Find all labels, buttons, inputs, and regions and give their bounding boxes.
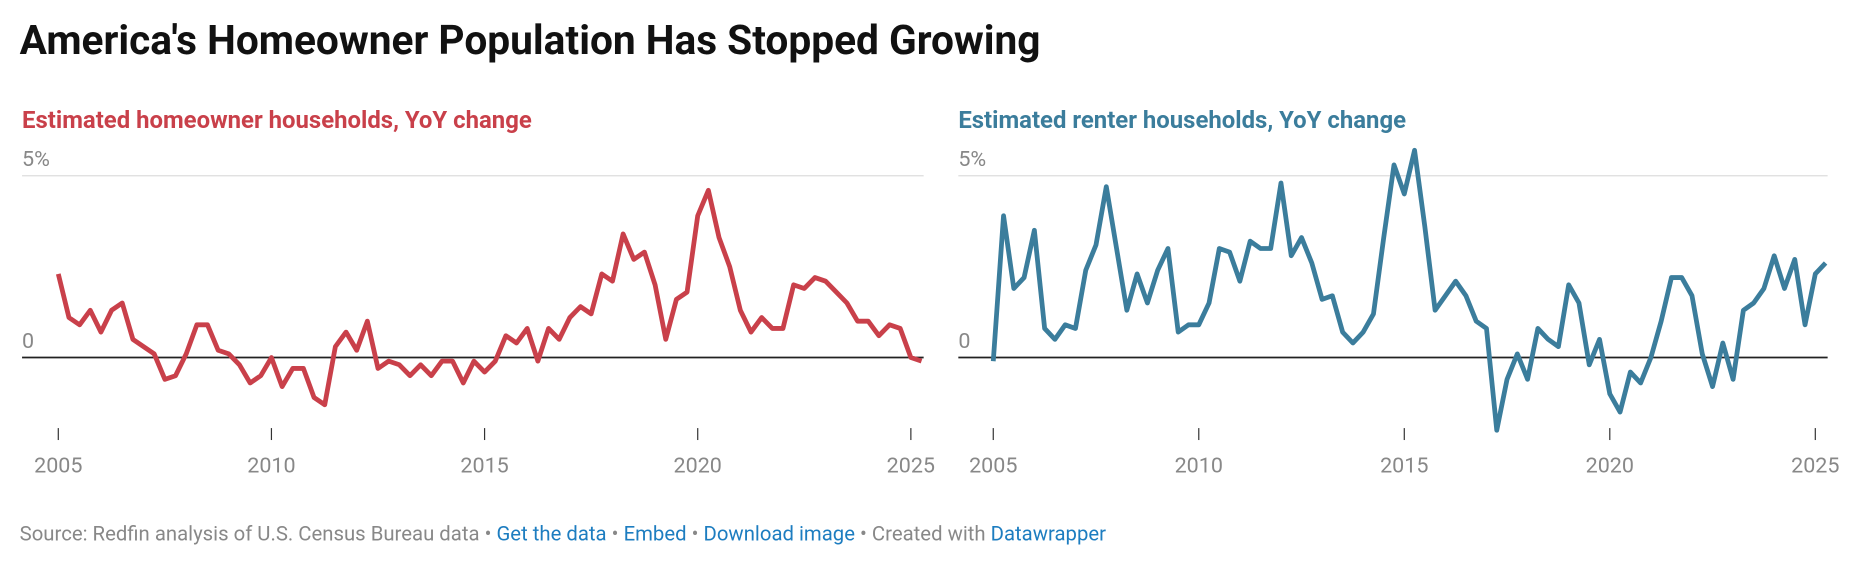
line bbox=[55, 187, 923, 408]
x-tick-label: 2010 bbox=[247, 453, 295, 478]
y-tick-label: 0 bbox=[22, 329, 34, 354]
created: Created with bbox=[872, 521, 986, 545]
footer: Source: Redfin analysis of U.S. Census B… bbox=[20, 521, 1106, 545]
separator: • bbox=[692, 521, 699, 545]
x-tick-label: 2015 bbox=[1380, 453, 1428, 478]
line bbox=[990, 147, 1828, 433]
source: Source: Redfin analysis of U.S. Census B… bbox=[20, 521, 480, 545]
x-tick-label: 2015 bbox=[460, 453, 508, 478]
x-tick-label: 2020 bbox=[674, 453, 722, 478]
x-tick-label: 2020 bbox=[1586, 453, 1634, 478]
separator: • bbox=[860, 521, 867, 545]
x-tick-label: 2005 bbox=[969, 453, 1017, 478]
x-tick-label: 2025 bbox=[887, 453, 935, 478]
x-tick-label: 2010 bbox=[1175, 453, 1223, 478]
y-tick-label: 5% bbox=[958, 147, 986, 172]
separator: • bbox=[485, 521, 492, 545]
x-tick-label: 2025 bbox=[1791, 453, 1839, 478]
subtitle: Estimated renter households, YoY change bbox=[958, 106, 1406, 134]
link[interactable]: Embed bbox=[624, 521, 687, 545]
chart-title: America's Homeowner Population Has Stopp… bbox=[20, 16, 1041, 64]
subtitle: Estimated homeowner households, YoY chan… bbox=[22, 106, 532, 134]
link[interactable]: Download image bbox=[704, 521, 856, 545]
link[interactable]: Datawrapper bbox=[991, 521, 1106, 545]
y-tick-label: 0 bbox=[958, 329, 970, 354]
link[interactable]: Get the data bbox=[496, 521, 606, 545]
y-tick-label: 5% bbox=[22, 147, 50, 172]
separator: • bbox=[612, 521, 619, 545]
x-tick-label: 2005 bbox=[34, 453, 82, 478]
